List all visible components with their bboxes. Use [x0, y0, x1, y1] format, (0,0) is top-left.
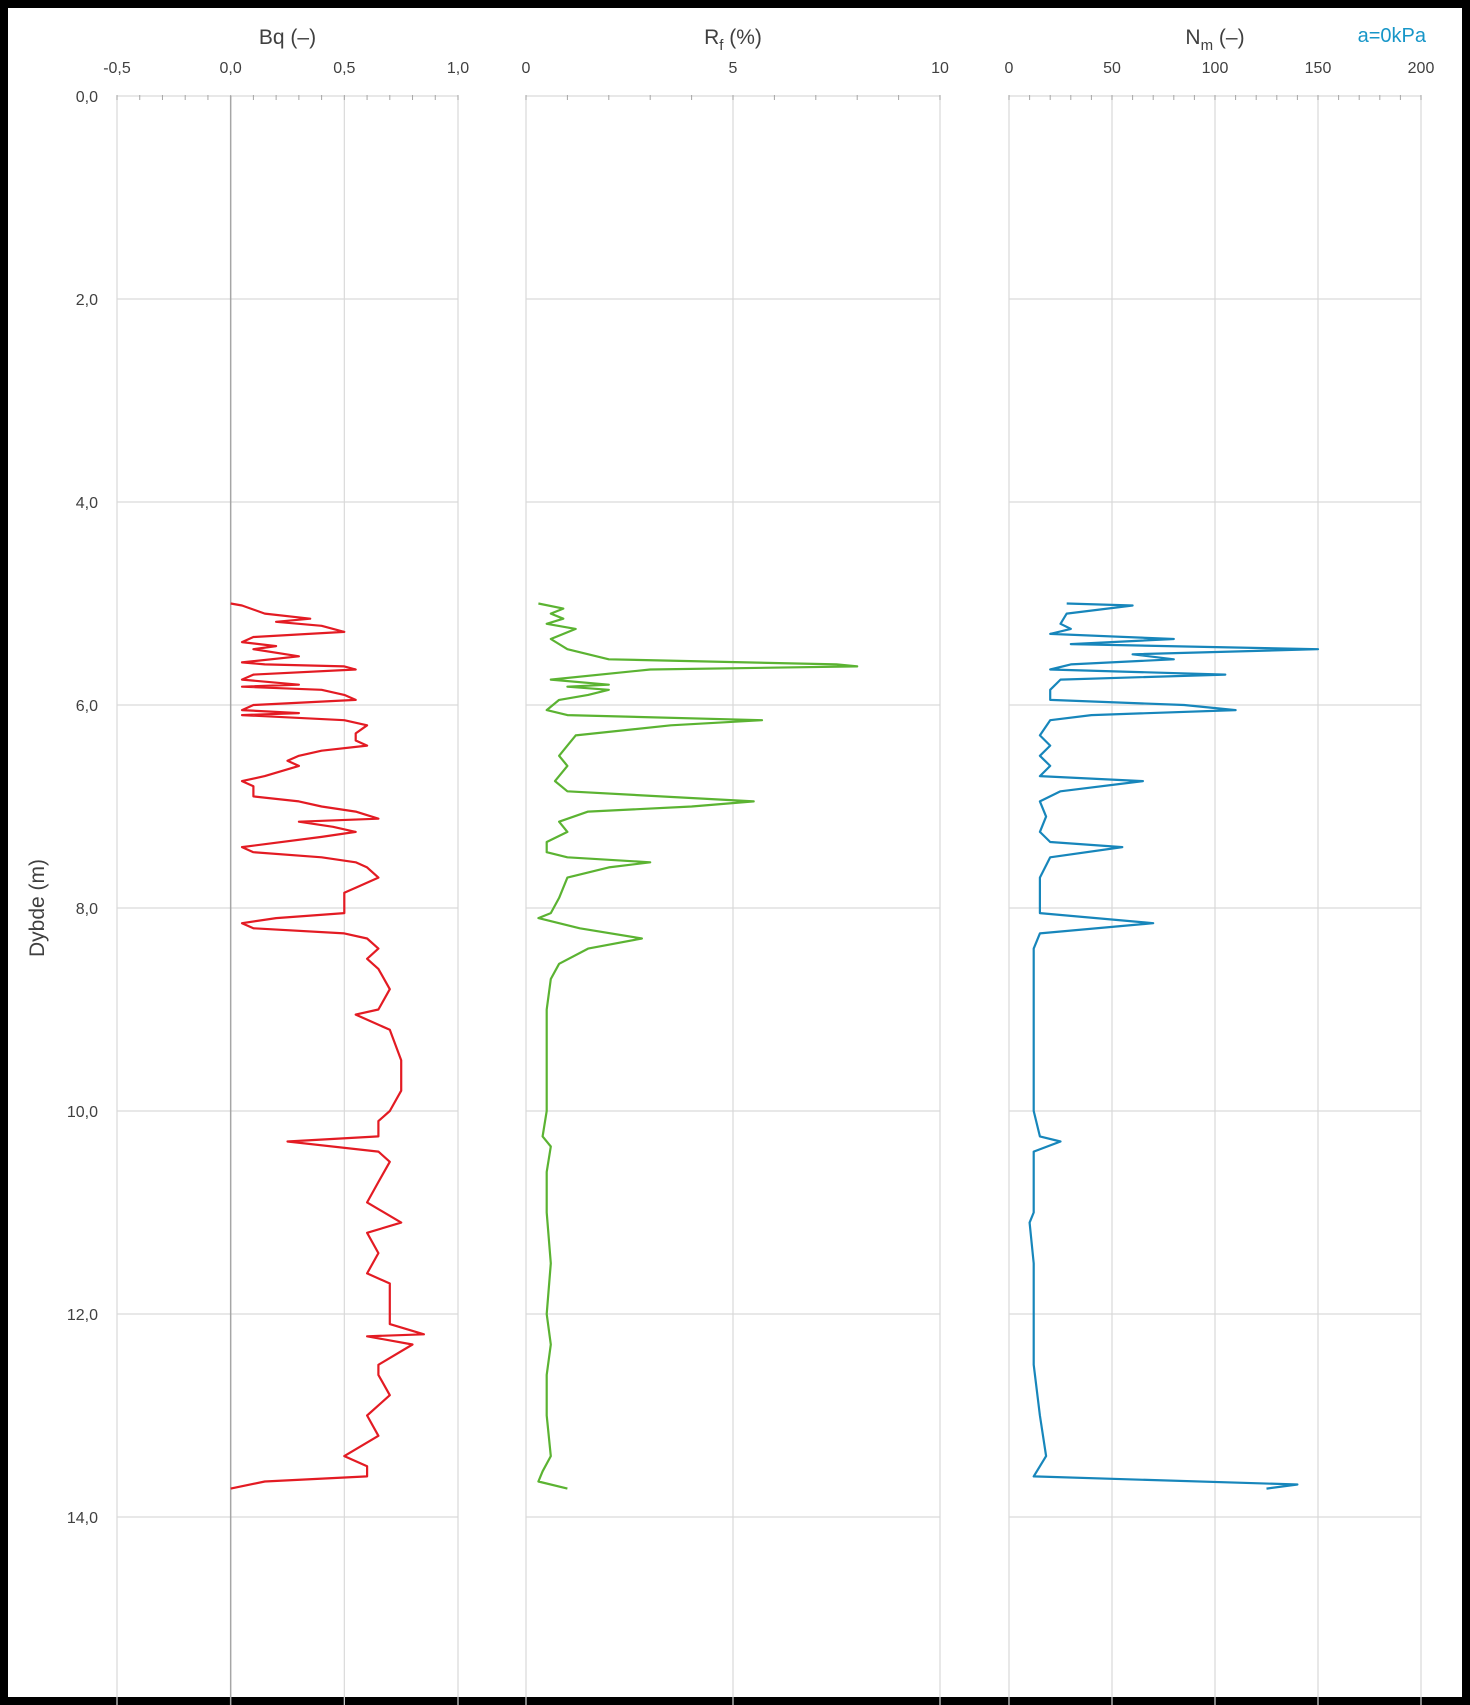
x-tick-label: 50	[1103, 60, 1121, 77]
y-tick-label: 4,0	[76, 495, 98, 512]
series-line-nm	[1028, 602, 1320, 1490]
y-tick-label: 14,0	[67, 1510, 98, 1527]
panel-rf: 0 5 10 Rf (%)	[522, 26, 949, 1705]
y-tick-label: 12,0	[67, 1307, 98, 1324]
x-tick-label: 0	[522, 60, 531, 77]
panel-nm: 0 50 100 150 200 Nm (–) a=0kPa	[1005, 25, 1435, 1705]
y-axis-label: Dybde (m)	[26, 859, 49, 957]
x-tick-label: 100	[1202, 60, 1229, 77]
y-tick-label: 0,0	[76, 89, 98, 106]
y-tick-label: 2,0	[76, 292, 98, 309]
panel-note: a=0kPa	[1358, 25, 1427, 47]
x-tick-label: 1,0	[447, 60, 469, 77]
panel-title: Bq (–)	[259, 26, 316, 49]
y-tick-label: 10,0	[67, 1104, 98, 1121]
x-tick-label: 0	[1005, 60, 1014, 77]
series-line-bq	[230, 602, 425, 1490]
x-tick-label: 0,5	[333, 60, 355, 77]
series-line-rf	[537, 602, 859, 1490]
y-tick-label: 8,0	[76, 901, 98, 918]
x-tick-label: 0,0	[220, 60, 242, 77]
x-tick-label: 150	[1305, 60, 1332, 77]
x-tick-label: 5	[729, 60, 738, 77]
panel-bq: -0,5 0,0 0,5 1,0 Bq (–)	[103, 26, 469, 1705]
x-tick-label: -0,5	[103, 60, 131, 77]
x-tick-label: 10	[931, 60, 949, 77]
x-tick-label: 200	[1408, 60, 1435, 77]
panel-title: Nm (–)	[1185, 26, 1244, 54]
panel-title: Rf (%)	[704, 26, 762, 54]
y-tick-label: 6,0	[76, 698, 98, 715]
